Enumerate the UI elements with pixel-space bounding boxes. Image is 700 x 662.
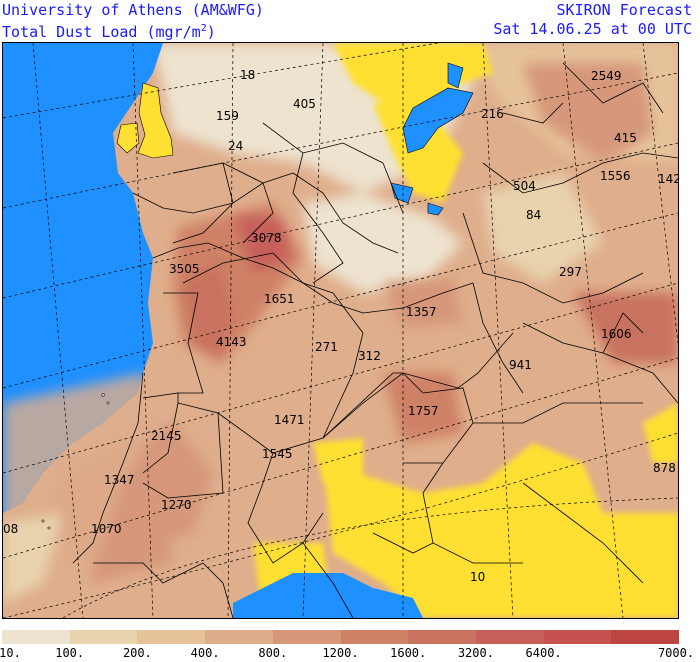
map-value-label: 271 — [315, 340, 338, 354]
max-value-labels: 18 405 159 24 216 2549 415 1556 142 504 … — [3, 68, 678, 584]
map-value-label: 504 — [513, 179, 536, 193]
legend-swatch — [475, 630, 544, 644]
unit-exponent: 2 — [200, 23, 207, 34]
map-value-label: 18 — [240, 68, 255, 82]
map-value-label: 142 — [658, 172, 678, 186]
map-value-label: 1545 — [262, 447, 293, 461]
map-value-label: 941 — [509, 358, 532, 372]
legend-tick-label: 7000. — [657, 646, 695, 660]
map-value-label: 1357 — [406, 305, 437, 319]
map-value-label: 159 — [216, 109, 239, 123]
legend-tick-label: 1200. — [322, 646, 359, 660]
legend-tick-label: 3200. — [457, 646, 494, 660]
valid-time: Sat 14.06.25 at 00 UTC — [493, 20, 692, 38]
atlantic-islands — [41, 393, 110, 530]
legend-tick-label: 6400. — [525, 646, 562, 660]
map-value-label: 1070 — [91, 522, 122, 536]
legend-swatch — [205, 630, 273, 644]
map-value-label: 1270 — [161, 498, 192, 512]
map-value-label: 4143 — [216, 335, 247, 349]
map-value-label: 3505 — [169, 262, 200, 276]
ireland — [116, 122, 140, 154]
legend-tick-label: 100. — [55, 646, 85, 660]
map-value-label: 10 — [470, 570, 485, 584]
graticule — [3, 43, 678, 618]
map-value-label: 2549 — [591, 69, 622, 83]
product-title: Total Dust Load (mgr/m2) — [2, 20, 216, 41]
map-value-label: 1556 — [600, 169, 631, 183]
legend-swatch — [611, 630, 680, 644]
black-sea — [402, 87, 474, 154]
map-value-label: 3078 — [251, 231, 282, 245]
legend-tick-label: 10. — [0, 646, 21, 660]
map-value-label: 1347 — [104, 473, 135, 487]
great-britain — [137, 82, 174, 159]
legend-swatch — [272, 630, 341, 644]
legend-swatch — [137, 630, 206, 644]
map-value-label: 878 — [653, 461, 676, 475]
map-value-label: 84 — [526, 208, 541, 222]
model-name: SKIRON Forecast — [556, 1, 692, 19]
map-value-label: 1471 — [274, 413, 305, 427]
map-value-label: 08 — [3, 522, 18, 536]
product-institution: University of Athens (AM&WFG) — [2, 1, 264, 19]
map-value-label: 24 — [228, 139, 243, 153]
ocean-light-tint — [3, 513, 63, 603]
map-value-label: 312 — [358, 349, 381, 363]
black-sea-arm — [447, 62, 464, 89]
legend-swatch — [543, 630, 612, 644]
map-value-label: 216 — [481, 107, 504, 121]
product-title-close: ) — [206, 23, 216, 41]
legend-tick-labels: 10. 100. 200. 400. 800. 1200. 1600. 3200. 6400. 7… — [0, 646, 700, 662]
map-value-label: 297 — [559, 265, 582, 279]
eastern-med-patch — [427, 202, 444, 216]
legend-tick-label: 200. — [122, 646, 152, 660]
coastlines — [72, 172, 524, 564]
map-value-label: 405 — [293, 97, 316, 111]
legend-swatch — [2, 630, 70, 644]
product-title-text: Total Dust Load (mgr/m — [2, 23, 201, 41]
legend-tick-label: 400. — [190, 646, 220, 660]
legend-swatch — [408, 630, 476, 644]
map-value-label: 2145 — [151, 429, 182, 443]
legend-swatch — [69, 630, 138, 644]
dust-map-canvas: 18 405 159 24 216 2549 415 1556 142 504 … — [3, 43, 678, 618]
gulf-of-guinea — [233, 573, 423, 618]
map-value-label: 1651 — [264, 292, 295, 306]
aegean-sea — [390, 182, 414, 204]
legend-tick-label: 1600. — [390, 646, 427, 660]
legend-swatch — [340, 630, 409, 644]
map-value-label: 415 — [614, 131, 637, 145]
color-legend — [2, 630, 680, 644]
map-value-label: 1606 — [601, 327, 632, 341]
map-value-label: 1757 — [408, 404, 439, 418]
dust-map: 18 405 159 24 216 2549 415 1556 142 504 … — [2, 42, 679, 619]
country-borders — [93, 62, 678, 618]
legend-tick-label: 800. — [258, 646, 288, 660]
